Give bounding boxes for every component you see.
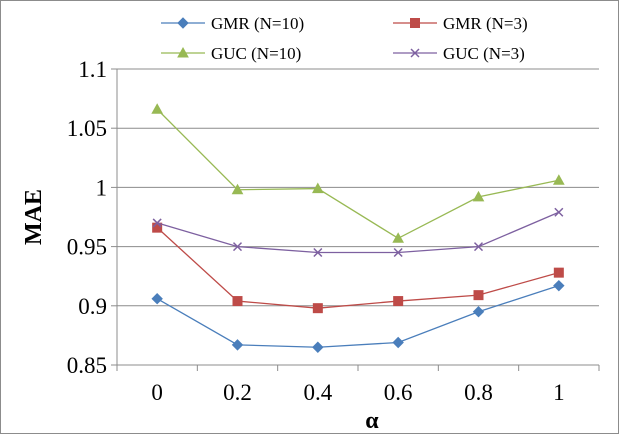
legend-item: GUC (N=3) (393, 44, 525, 63)
x-axis-title: α (365, 408, 379, 434)
data-point (552, 174, 565, 185)
series-line (156, 211, 560, 254)
series-1 (151, 279, 565, 353)
series-line (156, 227, 560, 309)
y-tick-label: 0.85 (67, 353, 107, 378)
legend-marker (410, 48, 420, 58)
legend-item: GUC (N=10) (161, 44, 301, 63)
data-point (152, 218, 162, 228)
legend-marker-stroke (410, 48, 420, 58)
data-point (472, 306, 485, 318)
data-point (311, 182, 324, 194)
series-4 (152, 207, 564, 258)
data-point (151, 292, 163, 305)
series-line (156, 108, 559, 240)
data-point (231, 183, 244, 195)
data-point (553, 267, 564, 278)
data-point (553, 279, 565, 292)
series-group (151, 103, 565, 353)
data-point (313, 247, 323, 258)
data-point-stroke (313, 247, 323, 258)
legend-item: GMR (N=3) (393, 14, 528, 33)
data-point-stroke (152, 218, 162, 228)
data-point (392, 232, 405, 243)
series-3 (151, 103, 565, 243)
data-point (392, 336, 404, 349)
y-tick-label: 0.9 (78, 294, 107, 319)
data-point (232, 242, 243, 252)
x-tick-label: 1 (553, 380, 565, 405)
legend-label: GUC (N=10) (211, 44, 301, 63)
legend-marker (410, 18, 420, 28)
axes: 0.85 0.9 0.95 1 1.05 1.1 0 0.2 0.4 0.6 0.8 1 (67, 57, 600, 405)
series-line (156, 285, 560, 348)
y-tick-label: 1.1 (78, 57, 107, 82)
x-tick-label: 0.2 (223, 380, 252, 405)
y-axis-title: MAE (21, 189, 47, 245)
x-tick-label: 0.4 (303, 380, 332, 405)
data-point-stroke (232, 242, 243, 252)
data-point (393, 247, 403, 258)
series-2 (152, 222, 564, 314)
gridlines (117, 68, 599, 307)
data-point (312, 303, 323, 314)
data-point (312, 341, 324, 353)
x-tick-label: 0.6 (384, 380, 413, 405)
data-point (151, 103, 164, 114)
data-point (393, 296, 404, 307)
legend-marker (177, 46, 189, 58)
data-point-stroke (554, 207, 564, 217)
data-point-stroke (393, 247, 403, 258)
legend-label: GUC (N=3) (443, 44, 525, 63)
data-point (232, 296, 243, 307)
data-point (472, 190, 485, 202)
data-point (473, 242, 484, 252)
legend: GMR (N=10) GMR (N=3) GUC (N=10) GUC (N=3) (161, 14, 528, 63)
legend-label: GMR (N=3) (443, 14, 528, 33)
data-point (231, 339, 244, 351)
y-tick-label: 0.95 (67, 235, 107, 260)
y-tick-label: 1 (96, 175, 108, 200)
legend-item: GMR (N=10) (161, 14, 304, 33)
x-tick-label: 0.8 (464, 380, 493, 405)
data-point (473, 290, 484, 301)
data-point (554, 207, 564, 217)
legend-label: GMR (N=10) (211, 14, 304, 33)
legend-marker (177, 17, 189, 29)
data-point-stroke (473, 242, 484, 252)
x-tick-label: 0 (151, 380, 163, 405)
y-tick-label: 1.05 (67, 116, 107, 141)
